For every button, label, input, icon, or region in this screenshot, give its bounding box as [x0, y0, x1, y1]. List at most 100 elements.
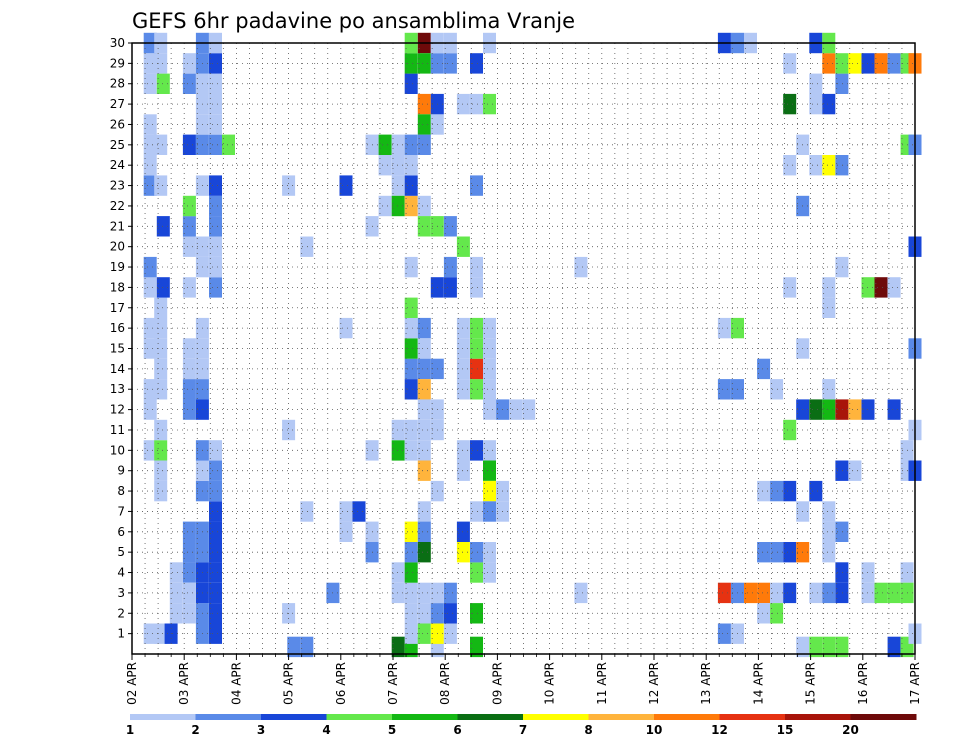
y-tick-label: 2: [117, 606, 125, 620]
heatmap-cell: [182, 603, 196, 624]
heatmap-cell: [404, 623, 418, 644]
heatmap-cell: [470, 175, 483, 196]
colorbar-swatch: [654, 714, 720, 720]
x-tick-label: 13 APR: [699, 662, 713, 705]
x-tick-label: 04 APR: [229, 662, 243, 705]
heatmap-cell: [154, 419, 168, 441]
y-tick-label: 16: [110, 321, 125, 335]
heatmap-cell: [443, 582, 457, 604]
heatmap-cell: [470, 562, 483, 583]
heatmap-cell: [300, 636, 314, 658]
heatmap-cell: [717, 317, 731, 339]
heatmap-cell: [143, 256, 157, 278]
x-tick-label: 12 APR: [647, 662, 661, 705]
heatmap-cell: [874, 53, 888, 74]
heatmap-cell: [154, 175, 168, 196]
heatmap-cell: [417, 134, 431, 155]
colorbar-swatch: [850, 714, 917, 720]
heatmap-cell: [182, 562, 196, 583]
heatmap-cell: [154, 338, 168, 359]
colorbar-label: 5: [388, 723, 396, 737]
heatmap-cell: [757, 542, 771, 563]
heatmap-cell: [456, 93, 470, 115]
heatmap-cell: [483, 358, 496, 380]
heatmap-cell: [757, 603, 771, 624]
heatmap-cell: [835, 562, 849, 583]
x-tick-label: 03 APR: [177, 662, 191, 705]
heatmap-cell: [417, 399, 431, 420]
y-tick-label: 10: [110, 443, 125, 457]
heatmap-cell: [822, 542, 836, 563]
heatmap-cell: [156, 73, 170, 94]
heatmap-cell: [822, 297, 836, 318]
y-tick-label: 8: [117, 484, 125, 498]
y-tick-label: 28: [110, 77, 125, 91]
heatmap-cell: [483, 338, 496, 359]
x-axis: 02 APR 03 APR 04 APR 05 APR 06 APR 07 APR 08 A…: [125, 654, 922, 705]
heatmap-cell: [483, 379, 496, 400]
heatmap-cell: [209, 521, 222, 542]
heatmap-cell: [848, 399, 862, 420]
heatmap-cell: [417, 195, 431, 217]
heatmap-cell: [456, 460, 470, 481]
heatmap-cell: [182, 53, 196, 74]
heatmap-cell: [282, 175, 296, 196]
heatmap-cell: [470, 603, 483, 624]
heatmap-cell: [143, 114, 157, 135]
heatmap-cell: [156, 216, 170, 237]
heatmap-cell: [770, 480, 784, 502]
heatmap-cells: [143, 32, 922, 658]
heatmap-cell: [182, 236, 196, 257]
heatmap-cell: [169, 582, 183, 604]
heatmap-cell: [154, 379, 168, 400]
heatmap-cell: [417, 521, 431, 542]
heatmap-cell: [300, 236, 314, 257]
heatmap-cell: [783, 53, 797, 74]
heatmap-cell: [182, 542, 196, 563]
heatmap-cell: [209, 562, 222, 583]
heatmap-cell: [417, 317, 431, 339]
heatmap-cell: [417, 460, 431, 481]
heatmap-cell: [809, 636, 823, 658]
heatmap-cell: [470, 317, 483, 339]
heatmap-cell: [456, 379, 470, 400]
heatmap-cell: [783, 277, 797, 298]
heatmap-cell: [809, 155, 823, 176]
heatmap-cell: [143, 155, 157, 176]
heatmap-cell: [209, 542, 222, 563]
heatmap-cell: [154, 53, 168, 74]
heatmap-cell: [182, 134, 196, 155]
heatmap-cell: [835, 399, 849, 420]
heatmap-cell: [182, 195, 196, 217]
heatmap-cell: [443, 53, 457, 74]
heatmap-cell: [456, 542, 470, 563]
colorbar-swatch: [719, 714, 786, 720]
heatmap-cell: [822, 582, 836, 604]
heatmap-cell: [456, 521, 470, 542]
heatmap-cell: [443, 277, 457, 298]
y-tick-label: 3: [117, 586, 125, 600]
heatmap-cell: [809, 93, 823, 115]
heatmap-cell: [470, 379, 483, 400]
heatmap-cell: [182, 521, 196, 542]
heatmap-cell: [391, 562, 405, 583]
heatmap-cell: [783, 542, 797, 563]
heatmap-cell: [770, 582, 784, 604]
colorbar-legend: 1 2 3 4 5 6 7 8 10 12 15 20: [126, 714, 917, 737]
heatmap-cell: [822, 155, 836, 176]
heatmap-cell: [339, 175, 353, 196]
heatmap-cell: [443, 216, 457, 237]
y-tick-label: 30: [110, 36, 125, 50]
colorbar-swatch: [392, 714, 458, 720]
heatmap-cell: [182, 399, 196, 420]
heatmap-cell: [404, 155, 418, 176]
heatmap-cell: [209, 440, 222, 461]
heatmap-cell: [809, 399, 823, 420]
heatmap-cell: [209, 582, 222, 604]
x-tick-label: 11 APR: [595, 662, 609, 705]
heatmap-cell: [287, 636, 301, 658]
x-tick-label: 07 APR: [386, 662, 400, 705]
heatmap-cell: [822, 521, 836, 542]
heatmap-cell: [574, 256, 588, 278]
